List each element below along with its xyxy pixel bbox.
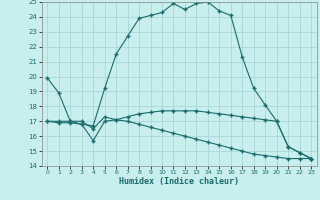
X-axis label: Humidex (Indice chaleur): Humidex (Indice chaleur) [119, 177, 239, 186]
